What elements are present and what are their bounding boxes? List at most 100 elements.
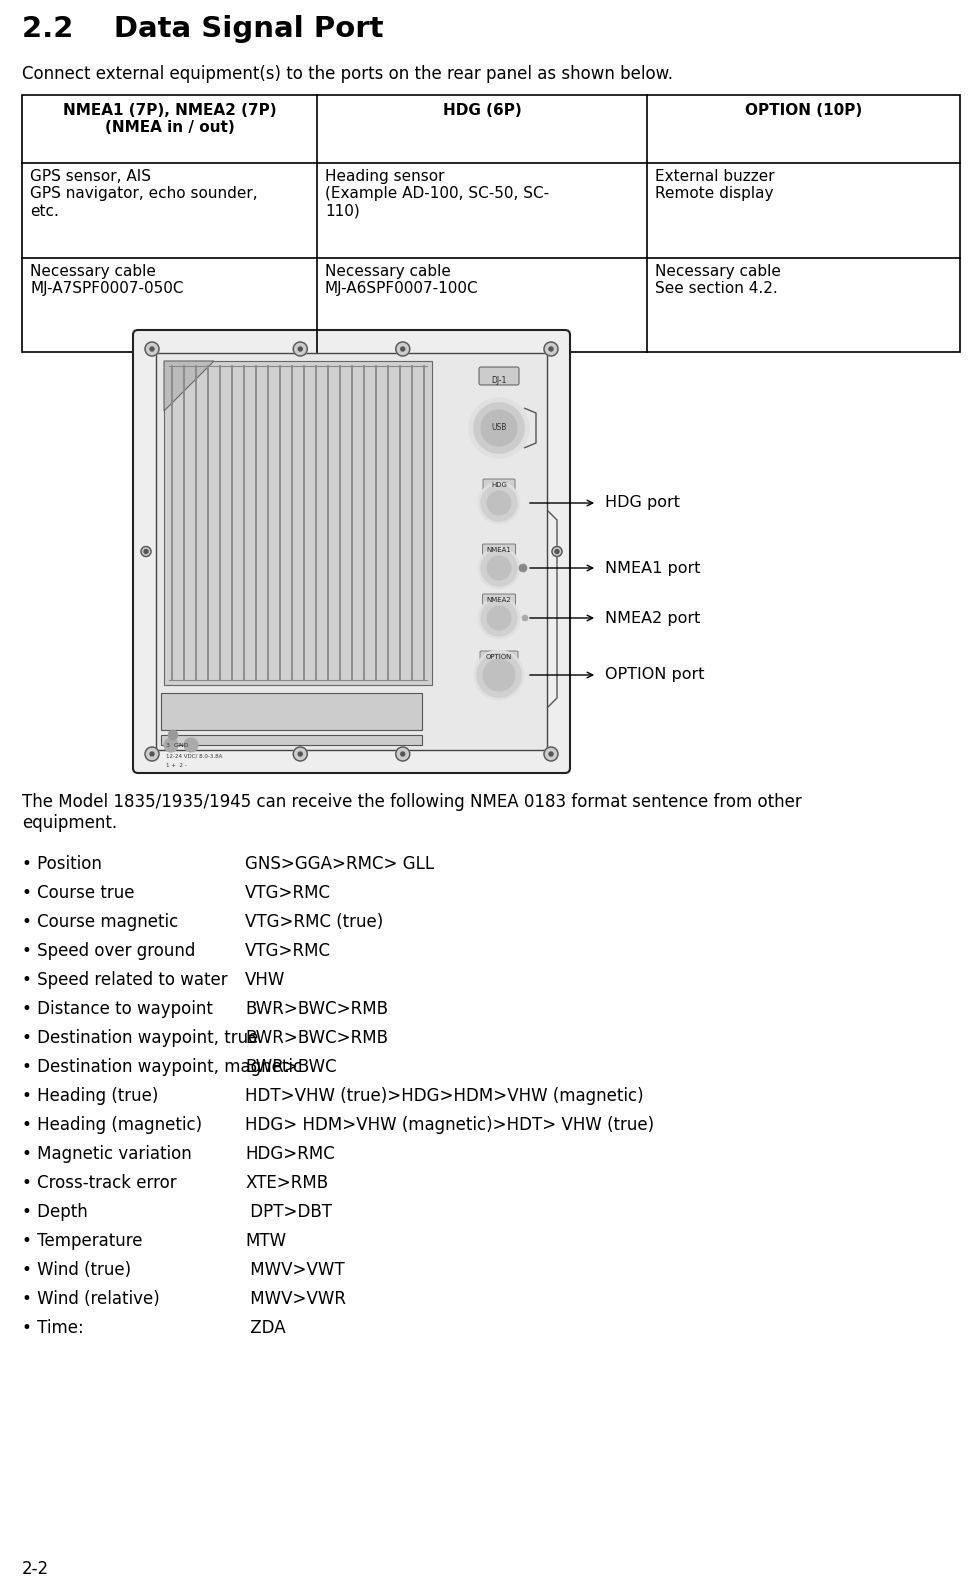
Circle shape: [168, 730, 178, 740]
Text: VTG>RMC (true): VTG>RMC (true): [245, 912, 383, 931]
Circle shape: [544, 341, 558, 356]
Text: NMEA2 port: NMEA2 port: [605, 610, 701, 626]
Text: GNS>GGA>RMC> GLL: GNS>GGA>RMC> GLL: [245, 855, 434, 873]
Text: MWV>VWT: MWV>VWT: [245, 1262, 345, 1279]
Text: HDT>VHW (true)>HDG>HDM>VHW (magnetic): HDT>VHW (true)>HDG>HDM>VHW (magnetic): [245, 1088, 644, 1105]
Circle shape: [184, 738, 198, 753]
Bar: [161, 735, 422, 745]
Text: XTE>RMB: XTE>RMB: [245, 1175, 328, 1192]
Circle shape: [481, 601, 517, 636]
Text: NMEA2: NMEA2: [487, 598, 511, 602]
Circle shape: [555, 550, 559, 553]
Text: Necessary cable
MJ-A6SPF0007-100C: Necessary cable MJ-A6SPF0007-100C: [325, 264, 479, 296]
FancyBboxPatch shape: [483, 479, 515, 492]
Text: • Course true: • Course true: [22, 884, 135, 903]
Text: • Course magnetic: • Course magnetic: [22, 912, 178, 931]
Text: • Destination waypoint, true: • Destination waypoint, true: [22, 1029, 258, 1047]
Text: HDG>RMC: HDG>RMC: [245, 1145, 335, 1164]
Circle shape: [298, 753, 302, 756]
Text: • Time:: • Time:: [22, 1319, 84, 1338]
Text: NMEA1 port: NMEA1 port: [605, 561, 701, 575]
Text: • Magnetic variation: • Magnetic variation: [22, 1145, 191, 1164]
Bar: [161, 692, 422, 730]
Text: • Distance to waypoint: • Distance to waypoint: [22, 1001, 213, 1018]
Text: HDG: HDG: [491, 482, 507, 489]
Text: • Wind (relative): • Wind (relative): [22, 1290, 160, 1307]
Text: MTW: MTW: [245, 1232, 286, 1251]
Text: Necessary cable
See section 4.2.: Necessary cable See section 4.2.: [655, 264, 781, 296]
Text: • Position: • Position: [22, 855, 102, 873]
Circle shape: [544, 746, 558, 760]
Text: BWR>BWC>RMB: BWR>BWC>RMB: [245, 1001, 388, 1018]
Text: DPT>DBT: DPT>DBT: [245, 1203, 332, 1221]
Text: 2.2    Data Signal Port: 2.2 Data Signal Port: [22, 14, 384, 43]
Circle shape: [144, 550, 148, 553]
Text: 3  GND: 3 GND: [166, 743, 189, 748]
Circle shape: [474, 403, 524, 454]
Text: VTG>RMC: VTG>RMC: [245, 884, 331, 903]
Text: 12-24 VDC/ 8.0-3.8A: 12-24 VDC/ 8.0-3.8A: [166, 753, 223, 757]
Circle shape: [293, 746, 307, 760]
Text: MWV>VWR: MWV>VWR: [245, 1290, 346, 1307]
Text: • Speed related to water: • Speed related to water: [22, 971, 228, 990]
Text: HDG port: HDG port: [605, 495, 680, 511]
Text: • Destination waypoint, magnetic: • Destination waypoint, magnetic: [22, 1058, 302, 1077]
Text: OPTION port: OPTION port: [605, 667, 704, 683]
Circle shape: [487, 492, 511, 515]
Text: • Cross-track error: • Cross-track error: [22, 1175, 177, 1192]
Text: ZDA: ZDA: [245, 1319, 285, 1338]
Circle shape: [298, 346, 302, 351]
Circle shape: [145, 746, 159, 760]
FancyBboxPatch shape: [480, 651, 518, 664]
Circle shape: [481, 409, 517, 446]
Circle shape: [145, 341, 159, 356]
Polygon shape: [164, 360, 214, 411]
Text: OPTION: OPTION: [486, 655, 512, 659]
Circle shape: [478, 482, 520, 523]
Circle shape: [549, 346, 553, 351]
Text: HDG> HDM>VHW (magnetic)>HDT> VHW (true): HDG> HDM>VHW (magnetic)>HDT> VHW (true): [245, 1116, 655, 1134]
Circle shape: [164, 738, 178, 753]
Circle shape: [396, 746, 409, 760]
Circle shape: [401, 753, 404, 756]
Circle shape: [481, 485, 517, 522]
FancyBboxPatch shape: [483, 594, 516, 607]
Bar: [156, 353, 547, 749]
Circle shape: [469, 398, 529, 458]
Text: VTG>RMC: VTG>RMC: [245, 942, 331, 960]
Circle shape: [552, 547, 562, 557]
Circle shape: [150, 346, 154, 351]
Text: • Speed over ground: • Speed over ground: [22, 942, 195, 960]
Circle shape: [519, 564, 527, 572]
Text: Necessary cable
MJ-A7SPF0007-050C: Necessary cable MJ-A7SPF0007-050C: [30, 264, 184, 296]
Circle shape: [487, 606, 511, 629]
Circle shape: [481, 550, 517, 587]
Circle shape: [401, 346, 404, 351]
Text: • Heading (true): • Heading (true): [22, 1088, 158, 1105]
Circle shape: [141, 547, 151, 557]
Text: NMEA1 (7P), NMEA2 (7P)
(NMEA in / out): NMEA1 (7P), NMEA2 (7P) (NMEA in / out): [63, 103, 276, 136]
Bar: [22, 95, 960, 353]
Circle shape: [522, 615, 528, 621]
Circle shape: [487, 557, 511, 580]
Text: OPTION (10P): OPTION (10P): [744, 103, 862, 119]
Text: BWR>BWC>RMB: BWR>BWC>RMB: [245, 1029, 388, 1047]
Circle shape: [293, 341, 307, 356]
FancyBboxPatch shape: [133, 330, 570, 773]
FancyBboxPatch shape: [483, 544, 516, 557]
Text: HDG (6P): HDG (6P): [443, 103, 522, 119]
Text: • Heading (magnetic): • Heading (magnetic): [22, 1116, 202, 1134]
Text: Connect external equipment(s) to the ports on the rear panel as shown below.: Connect external equipment(s) to the por…: [22, 65, 673, 82]
Text: The Model 1835/1935/1945 can receive the following NMEA 0183 format sentence fro: The Model 1835/1935/1945 can receive the…: [22, 794, 802, 832]
Circle shape: [396, 341, 409, 356]
Text: • Temperature: • Temperature: [22, 1232, 143, 1251]
Text: DJ-1: DJ-1: [491, 376, 507, 386]
Text: External buzzer
Remote display: External buzzer Remote display: [655, 169, 775, 201]
FancyBboxPatch shape: [479, 367, 519, 386]
Text: 1 +  2 -: 1 + 2 -: [166, 764, 187, 768]
Circle shape: [150, 753, 154, 756]
Text: VHW: VHW: [245, 971, 285, 990]
Text: • Wind (true): • Wind (true): [22, 1262, 131, 1279]
Circle shape: [483, 659, 515, 691]
Text: BWR>BWC: BWR>BWC: [245, 1058, 337, 1077]
